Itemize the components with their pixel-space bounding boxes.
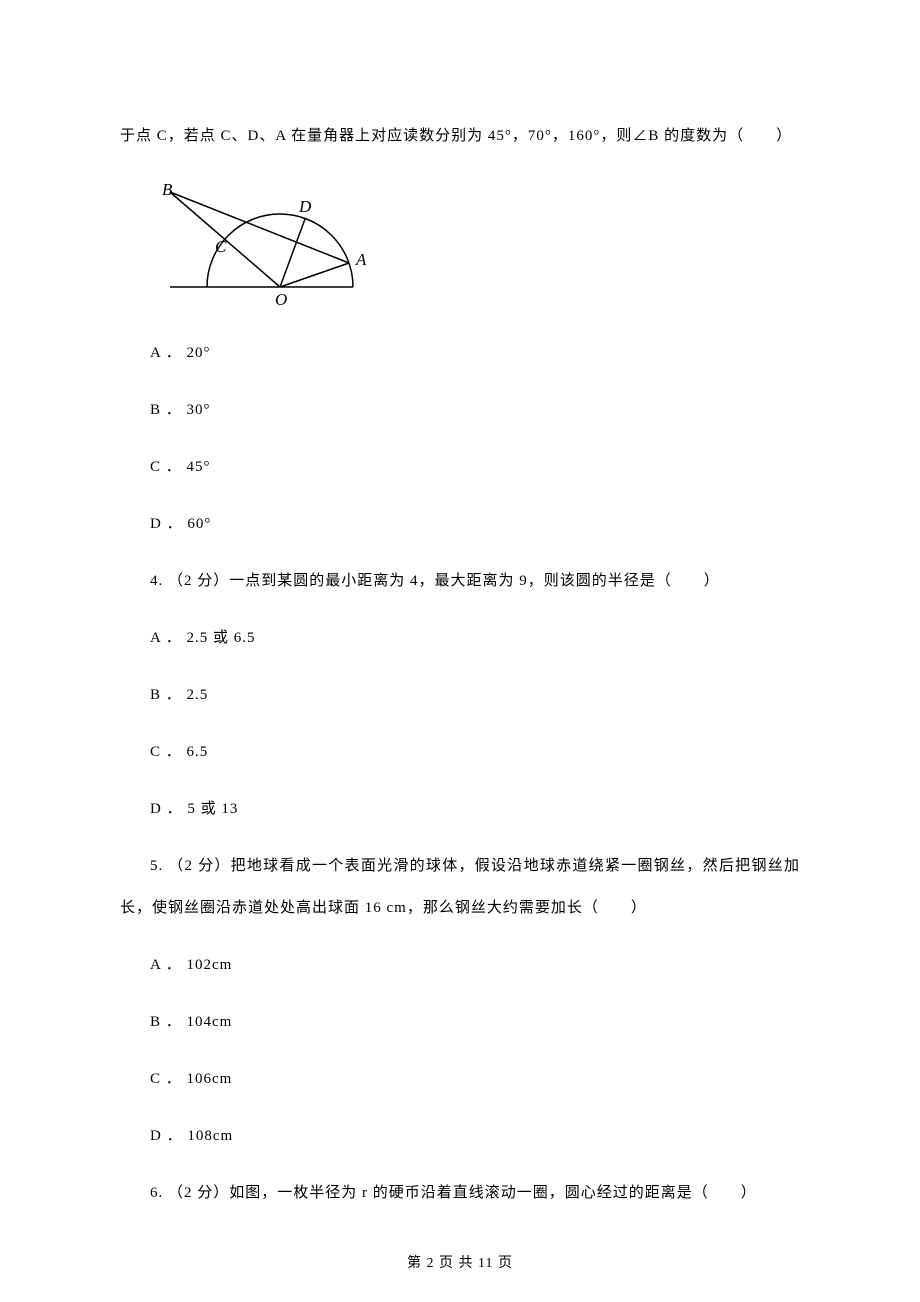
q3-option-b: B ． 30°	[120, 389, 800, 431]
q5-option-b: B ． 104cm	[120, 1001, 800, 1043]
label-O: O	[275, 290, 287, 309]
q3-stem-continued: 于点 C，若点 C、D、A 在量角器上对应读数分别为 45°，70°，160°，…	[120, 115, 800, 157]
q3-option-a: A ． 20°	[120, 332, 800, 374]
label-D: D	[298, 197, 312, 216]
label-C: C	[215, 237, 227, 256]
q6-stem: 6. （2 分）如图，一枚半径为 r 的硬币沿着直线滚动一圈，圆心经过的距离是（…	[120, 1172, 800, 1214]
q5-option-c: C ． 106cm	[120, 1058, 800, 1100]
q4-option-b: B ． 2.5	[120, 674, 800, 716]
label-A: A	[355, 250, 367, 269]
q3-option-c: C ． 45°	[120, 446, 800, 488]
q4-stem: 4. （2 分）一点到某圆的最小距离为 4，最大距离为 9，则该圆的半径是（ ）	[120, 560, 800, 602]
q4-option-a: A ． 2.5 或 6.5	[120, 617, 800, 659]
q5-stem: 5. （2 分）把地球看成一个表面光滑的球体，假设沿地球赤道绕紧一圈钢丝，然后把…	[120, 845, 800, 929]
q4-option-c: C ． 6.5	[120, 731, 800, 773]
page-footer: 第 2 页 共 11 页	[120, 1252, 800, 1272]
q3-option-d: D ． 60°	[120, 503, 800, 545]
q3-figure: B D C A O	[160, 177, 800, 317]
q5-option-a: A ． 102cm	[120, 944, 800, 986]
q4-option-d: D ． 5 或 13	[120, 788, 800, 830]
label-B: B	[162, 180, 173, 199]
q5-option-d: D ． 108cm	[120, 1115, 800, 1157]
